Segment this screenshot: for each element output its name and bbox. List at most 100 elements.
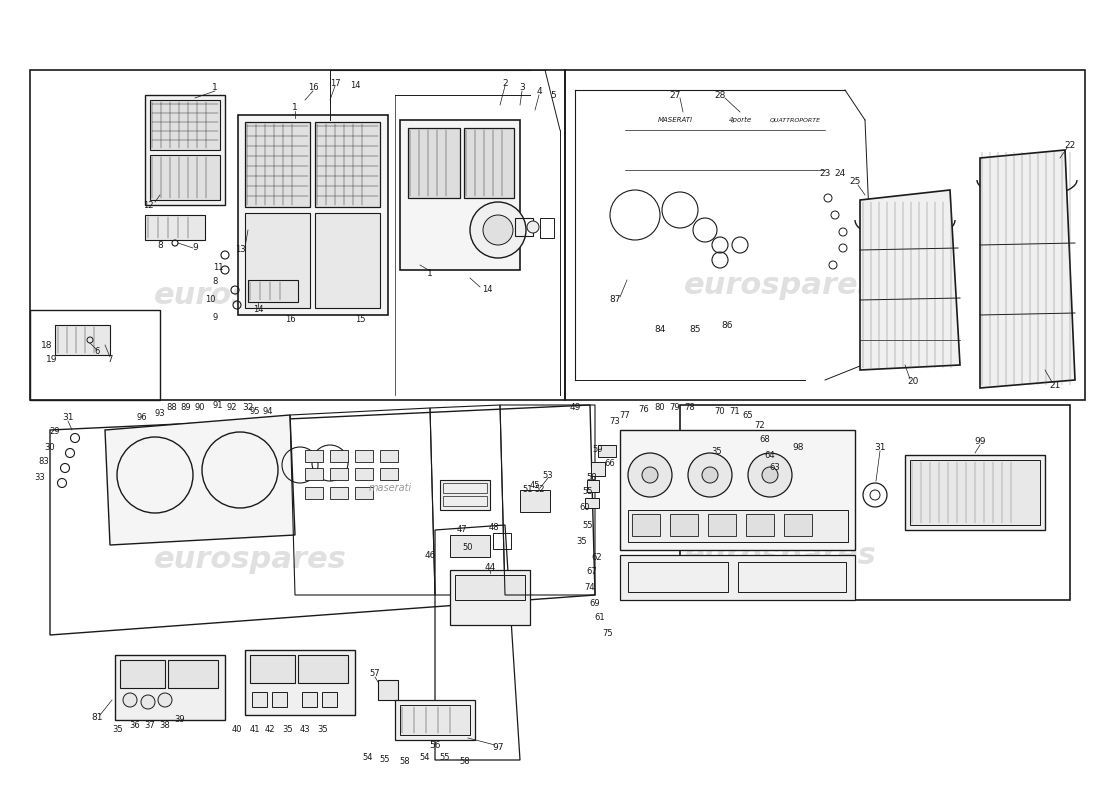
Text: 92: 92 (227, 403, 238, 413)
Text: 63: 63 (770, 463, 780, 473)
Bar (302, 692, 317, 707)
Bar (690, 465, 745, 500)
Text: 55: 55 (440, 754, 450, 762)
Bar (150, 100, 220, 150)
Circle shape (702, 467, 718, 483)
Text: 21: 21 (1049, 381, 1060, 390)
Text: 71: 71 (729, 407, 740, 417)
Text: 25: 25 (849, 178, 860, 186)
Bar (455, 575, 525, 600)
Bar (379, 450, 398, 462)
Text: 42: 42 (265, 726, 275, 734)
Text: 59: 59 (593, 446, 603, 454)
Bar (910, 460, 1040, 525)
Text: 27: 27 (669, 90, 681, 99)
Text: eurospares: eurospares (683, 270, 877, 299)
Bar (330, 468, 348, 480)
Text: 54: 54 (363, 754, 373, 762)
Text: 56: 56 (429, 742, 441, 750)
Text: 19: 19 (46, 355, 57, 365)
Text: 55: 55 (583, 521, 593, 530)
Bar (252, 692, 267, 707)
Bar (395, 700, 475, 740)
Bar (305, 450, 323, 462)
Text: 9: 9 (212, 313, 218, 322)
Text: 91: 91 (212, 401, 223, 410)
Text: 57: 57 (370, 670, 381, 678)
Bar (784, 514, 812, 536)
Text: 31: 31 (63, 414, 74, 422)
Bar (585, 498, 600, 508)
Text: 52: 52 (535, 486, 546, 494)
Polygon shape (980, 150, 1075, 388)
Bar (238, 115, 388, 315)
Text: 29: 29 (50, 427, 60, 437)
Text: MASERATI: MASERATI (658, 117, 693, 123)
Text: 79: 79 (670, 403, 680, 413)
Circle shape (762, 467, 778, 483)
Text: eurospares: eurospares (154, 546, 346, 574)
Text: 95: 95 (250, 407, 261, 417)
Text: 81: 81 (91, 714, 102, 722)
Text: 37: 37 (144, 722, 155, 730)
Circle shape (470, 202, 526, 258)
Text: 35: 35 (712, 447, 723, 457)
Bar (355, 487, 373, 499)
Bar (30, 70, 565, 400)
Bar (670, 514, 698, 536)
Bar (565, 70, 1085, 400)
Text: 9: 9 (192, 243, 198, 253)
Bar (298, 655, 348, 683)
Bar (738, 562, 846, 592)
Bar (628, 562, 728, 592)
Text: 8: 8 (157, 241, 163, 250)
Text: 51: 51 (522, 486, 534, 494)
Bar (450, 570, 530, 625)
Circle shape (642, 467, 658, 483)
Bar (440, 480, 490, 510)
Text: 38: 38 (160, 722, 170, 730)
Text: 64: 64 (764, 450, 776, 459)
Bar (632, 514, 660, 536)
Text: 76: 76 (639, 406, 649, 414)
Bar (248, 280, 298, 302)
Text: 32: 32 (242, 403, 254, 413)
Bar (55, 325, 110, 355)
Text: 77: 77 (619, 410, 630, 419)
Bar (30, 310, 159, 400)
Text: 50: 50 (463, 542, 473, 551)
Text: 94: 94 (263, 407, 273, 417)
Text: 39: 39 (175, 715, 185, 725)
Text: 62: 62 (592, 554, 603, 562)
Text: 8: 8 (212, 278, 218, 286)
Bar (628, 510, 848, 542)
Circle shape (141, 695, 155, 709)
Bar (400, 705, 470, 735)
Text: 24: 24 (835, 169, 846, 178)
Circle shape (158, 693, 172, 707)
Bar (315, 122, 379, 207)
Text: 43: 43 (299, 726, 310, 734)
Text: 7: 7 (108, 355, 112, 365)
Bar (145, 215, 205, 240)
Text: 10: 10 (205, 295, 216, 305)
Text: 46: 46 (425, 550, 436, 559)
Text: 14: 14 (482, 286, 493, 294)
Bar (680, 405, 1070, 600)
Text: 31: 31 (874, 443, 886, 453)
Bar (305, 487, 323, 499)
Text: 23: 23 (820, 169, 830, 178)
Text: 35: 35 (283, 726, 294, 734)
Bar (120, 660, 165, 688)
Polygon shape (860, 190, 960, 370)
Text: 88: 88 (166, 403, 177, 413)
Circle shape (748, 453, 792, 497)
Text: 13: 13 (234, 246, 245, 254)
Text: 97: 97 (493, 743, 504, 753)
Text: 80: 80 (654, 403, 666, 413)
Bar (708, 514, 736, 536)
Text: 12: 12 (143, 201, 153, 210)
Text: 16: 16 (308, 83, 318, 93)
Text: 40: 40 (232, 726, 242, 734)
Text: 15: 15 (354, 315, 365, 325)
